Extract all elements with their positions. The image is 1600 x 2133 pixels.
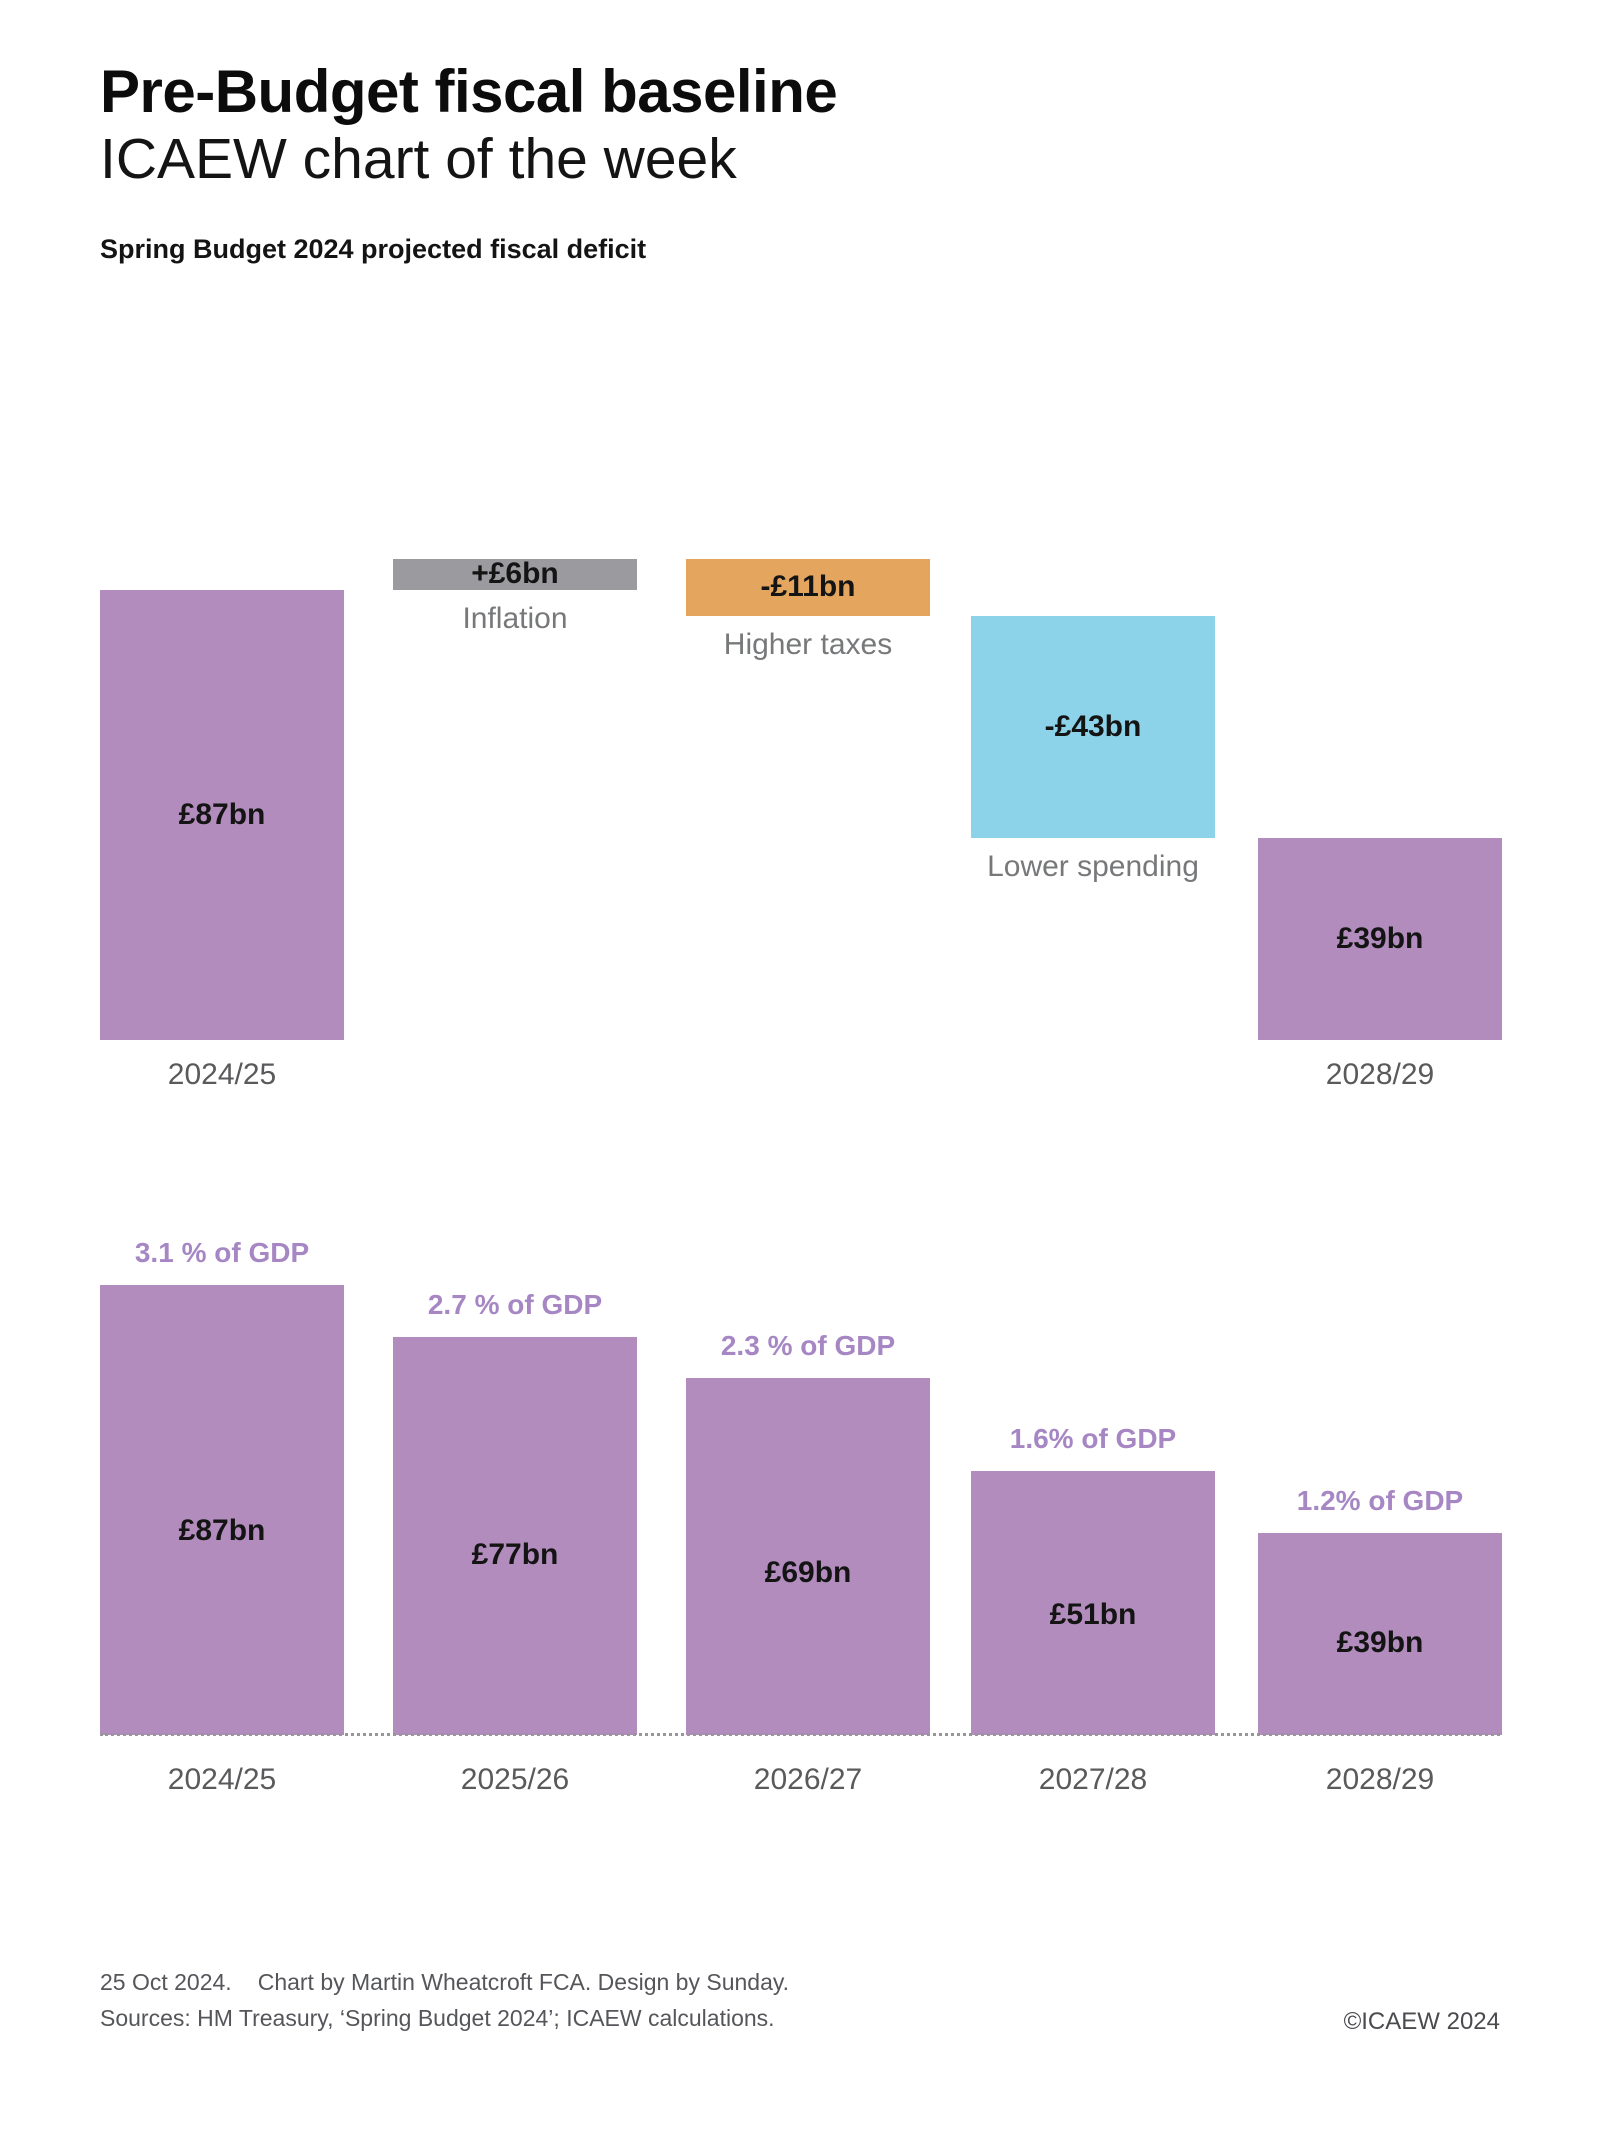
chart-heading: Spring Budget 2024 projected fiscal defi… <box>100 234 647 264</box>
bar-value-label: £69bn <box>764 1556 852 1590</box>
gdp-bar-2027-28: £51bn <box>971 1471 1215 1735</box>
footer-credits-line: 25 Oct 2024. Chart by Martin Wheatcroft F… <box>100 1969 789 1996</box>
pct-of-gdp-label: 2.7 % of GDP <box>427 1288 603 1320</box>
axis-label-2024-25: 2024/25 <box>167 1763 277 1796</box>
waterfall-bar-inflation: +£6bn <box>393 557 637 591</box>
waterfall-bar-2024-25: £87bn <box>100 590 344 1040</box>
footer-date: 25 Oct 2024. <box>100 1969 232 1995</box>
bar-value-label: £87bn <box>178 1514 266 1548</box>
waterfall-bar-lower-spending: -£43bn <box>971 615 1215 839</box>
axis-label-2025-26: 2025/26 <box>460 1763 570 1796</box>
bar-value-label: -£11bn <box>760 570 856 604</box>
axis-label-2028-29: 2028/29 <box>1325 1058 1435 1091</box>
page-subtitle: ICAEW chart of the week <box>100 127 737 191</box>
pct-of-gdp-label: 1.2% of GDP <box>1296 1485 1464 1517</box>
waterfall-bar-2028-29: £39bn <box>1258 838 1502 1040</box>
axis-label-2027-28: 2027/28 <box>1038 1763 1148 1796</box>
bar-value-label: -£43bn <box>1044 710 1142 744</box>
bar-value-label: +£6bn <box>471 557 559 591</box>
pct-of-gdp-label: 3.1 % of GDP <box>134 1237 310 1268</box>
axis-label-2024-25: 2024/25 <box>167 1058 277 1091</box>
axis-label-2026-27: 2026/27 <box>753 1763 863 1796</box>
copyright-notice: ©ICAEW 2024 <box>1343 2008 1500 2035</box>
gdp-bar-2025-26: £77bn <box>393 1336 637 1735</box>
step-label-higher-taxes: Higher taxes <box>723 627 893 661</box>
gdp-bar-2024-25: £87bn <box>100 1285 344 1735</box>
bar-value-label: £39bn <box>1336 922 1424 956</box>
bar-value-label: £77bn <box>471 1537 559 1571</box>
waterfall-bar-higher-taxes: -£11bn <box>686 558 930 616</box>
gdp-bar-2028-29: £39bn <box>1258 1533 1502 1735</box>
page-title: Pre-Budget fiscal baseline <box>100 58 838 125</box>
axis-label-2028-29: 2028/29 <box>1325 1763 1435 1796</box>
footer-credit: Chart by Martin Wheatcroft FCA. Design b… <box>257 1969 790 1995</box>
footer-sources: Sources: HM Treasury, ‘Spring Budget 202… <box>100 2005 775 2031</box>
bar-value-label: £39bn <box>1336 1626 1424 1660</box>
bar-value-label: £51bn <box>1049 1598 1137 1632</box>
x-axis-baseline <box>100 1733 1500 1736</box>
step-label-lower-spending: Lower spending <box>987 850 1199 884</box>
pct-of-gdp-label: 2.3 % of GDP <box>720 1330 896 1362</box>
gdp-bar-2026-27: £69bn <box>686 1378 930 1735</box>
pct-of-gdp-label: 1.6% of GDP <box>1009 1423 1177 1455</box>
step-label-inflation: Inflation <box>462 602 568 635</box>
bar-value-label: £87bn <box>178 797 266 831</box>
